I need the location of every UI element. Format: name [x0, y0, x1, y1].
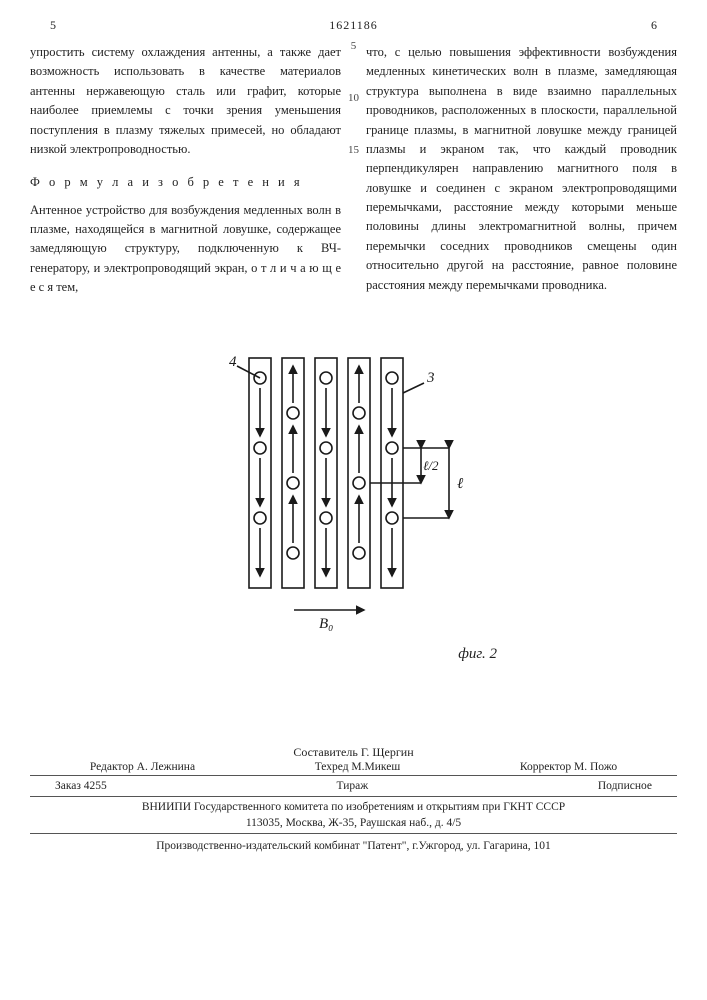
figure-2: 4 3 ℓ ℓ/2 B₀ фиг. 2: [30, 348, 677, 663]
page-col-left: 5: [50, 18, 250, 33]
editor: Редактор А. Лежнина: [90, 761, 195, 773]
divider: [30, 833, 677, 834]
institute-line-2: 113035, Москва, Ж-35, Раушская наб., д. …: [30, 815, 677, 831]
paragraph: упростить систему охлаждения антенны, а …: [30, 43, 341, 159]
left-column: упростить систему охлаждения антенны, а …: [30, 43, 341, 298]
order-row: Заказ 4255 Тираж Подписное: [30, 780, 677, 792]
compiler-line: Составитель Г. Щергин: [30, 743, 677, 761]
formula-heading: Ф о р м у л а и з о б р е т е н и я: [30, 173, 341, 192]
page-col-right: 6: [457, 18, 657, 33]
line-marker: 5: [345, 40, 363, 52]
patent-number: 1621186: [253, 18, 453, 33]
l-label: ℓ: [457, 476, 463, 492]
institute-line-1: ВНИИПИ Государственного комитета по изоб…: [30, 799, 677, 815]
paragraph: Антенное устройство для возбуждения медл…: [30, 201, 341, 298]
production-line: Производственно-издательский комбинат "П…: [30, 840, 677, 852]
ref-4-label: 4: [229, 354, 237, 370]
line-number-gutter: 5 10 15: [345, 40, 363, 196]
tirazh: Тираж: [336, 780, 368, 792]
header-row: 5 1621186 6: [30, 18, 677, 33]
techred: Техред М.Микеш: [315, 761, 400, 773]
line-marker: 15: [345, 144, 363, 156]
figure-svg: 4 3 ℓ ℓ/2 B₀: [189, 348, 519, 638]
footer-block: Составитель Г. Щергин Редактор А. Лежнин…: [30, 743, 677, 852]
l2-label: ℓ/2: [423, 458, 439, 473]
figure-caption: фиг. 2: [30, 646, 677, 663]
divider: [30, 775, 677, 776]
right-column: что, с целью повышения эффективности воз…: [366, 43, 677, 298]
corrector: Корректор М. Пожо: [520, 761, 617, 773]
order-number: Заказ 4255: [55, 780, 107, 792]
b0-label: B₀: [319, 616, 333, 632]
subscription: Подписное: [598, 780, 652, 792]
credits-row: Редактор А. Лежнина Техред М.Микеш Корре…: [30, 761, 677, 773]
divider: [30, 796, 677, 797]
page: 5 1621186 6 5 10 15 упростить систему ох…: [0, 0, 707, 872]
paragraph: что, с целью повышения эффективности воз…: [366, 43, 677, 295]
line-marker: 10: [345, 92, 363, 104]
ref-3-label: 3: [426, 370, 435, 386]
